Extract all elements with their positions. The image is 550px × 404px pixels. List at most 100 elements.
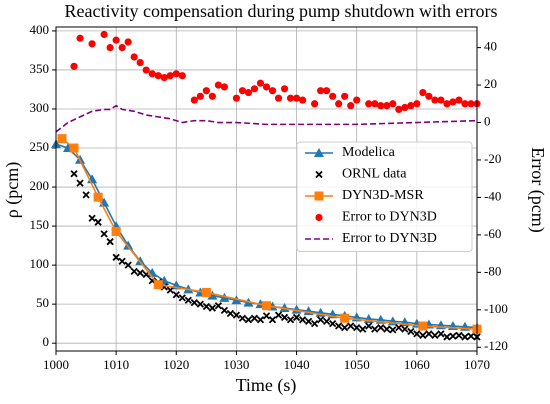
marker [232, 311, 241, 319]
legend-label: Error to DYN3D [342, 231, 437, 246]
marker [413, 100, 421, 108]
marker [323, 317, 331, 325]
legend-marker [314, 148, 324, 157]
marker [407, 102, 415, 110]
y-tick-label: 300 [30, 100, 50, 115]
marker [353, 96, 361, 104]
y-axis-label: ρ (pcm) [2, 162, 23, 218]
marker [292, 313, 301, 322]
marker [389, 326, 397, 334]
marker [244, 316, 253, 324]
marker [172, 70, 180, 78]
y2-tick-label: -20 [484, 151, 501, 166]
marker [455, 96, 463, 104]
marker [329, 320, 337, 328]
marker [401, 325, 409, 333]
legend-marker [315, 170, 323, 179]
marker [371, 325, 379, 333]
marker [208, 92, 216, 100]
marker [395, 323, 403, 332]
marker [443, 100, 451, 108]
marker [88, 214, 96, 222]
legend: Modelica ORNL data DYN3D-MSR Error to DYN3D… [296, 141, 473, 252]
marker [383, 102, 391, 110]
marker [153, 280, 163, 290]
chart-title: Reactivity compensation during pump shut… [65, 1, 498, 21]
marker [425, 92, 433, 100]
y2-tick-label: -40 [484, 188, 501, 203]
marker [154, 72, 162, 80]
marker [340, 313, 350, 323]
marker [244, 88, 253, 97]
y-tick-label: 400 [30, 22, 50, 37]
marker [431, 96, 439, 104]
legend-label: DYN3D-MSR [342, 188, 424, 203]
x-tick-label: 1010 [103, 357, 129, 372]
marker [93, 192, 103, 202]
marker [136, 58, 144, 67]
marker [178, 72, 186, 80]
marker [329, 92, 337, 100]
marker [274, 311, 283, 319]
marker [298, 96, 307, 104]
marker [274, 94, 283, 102]
marker [323, 87, 331, 95]
marker [196, 300, 204, 308]
marker [142, 66, 150, 74]
y2-axis-label: Error (pcm) [527, 147, 548, 232]
marker [304, 317, 313, 325]
marker [365, 322, 373, 330]
marker [310, 320, 319, 328]
marker [316, 316, 325, 324]
marker [214, 81, 222, 89]
x-tick-label: 1040 [284, 357, 310, 372]
marker [202, 87, 210, 95]
marker [377, 323, 385, 332]
marker [359, 325, 367, 333]
marker [220, 83, 228, 91]
y-tick-label: 200 [30, 178, 50, 193]
y-tick-label: 250 [30, 139, 50, 154]
marker [262, 312, 271, 320]
marker [202, 302, 210, 311]
marker [418, 321, 428, 331]
marker [70, 170, 78, 178]
x-tick-label: 1020 [163, 357, 189, 372]
marker [238, 314, 247, 322]
marker [311, 100, 319, 108]
marker [286, 316, 295, 324]
marker [111, 227, 121, 237]
marker [347, 102, 355, 110]
y-tick-label: 350 [30, 61, 50, 76]
marker [166, 72, 174, 80]
marker [461, 100, 469, 108]
marker [172, 291, 180, 299]
marker [389, 100, 397, 108]
marker [268, 316, 277, 324]
marker [401, 103, 409, 112]
marker [280, 85, 289, 93]
marker [250, 314, 259, 322]
marker [124, 38, 132, 46]
marker [395, 105, 403, 114]
marker [76, 179, 84, 187]
marker [286, 94, 295, 102]
x-tick-label: 1070 [464, 357, 490, 372]
marker [292, 94, 301, 102]
marker [106, 238, 114, 246]
marker [207, 290, 218, 300]
marker [130, 53, 138, 61]
marker [178, 294, 186, 302]
marker [219, 292, 230, 302]
marker [425, 330, 433, 338]
x-tick-label: 1050 [344, 357, 370, 372]
marker [196, 92, 204, 100]
marker [449, 332, 457, 340]
marker [335, 322, 343, 330]
marker [347, 322, 355, 330]
marker [419, 331, 427, 340]
marker [449, 98, 457, 106]
y-tick-label: 150 [30, 217, 50, 232]
legend-marker [314, 191, 324, 201]
